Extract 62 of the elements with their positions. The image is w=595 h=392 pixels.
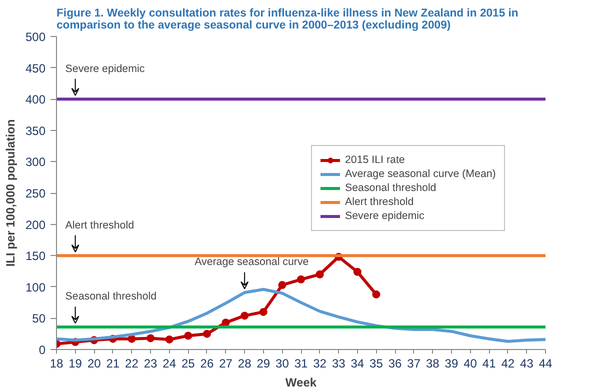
point bbox=[278, 281, 286, 290]
legend-label: Seasonal threshold bbox=[345, 182, 436, 194]
legend-label: Average seasonal curve (Mean) bbox=[345, 168, 496, 180]
y-tick-label: 400 bbox=[25, 92, 46, 107]
x-tick-label: 43 bbox=[520, 356, 534, 370]
x-tick-label: 41 bbox=[482, 356, 496, 370]
y-tick-label: 250 bbox=[25, 186, 46, 200]
x-tick-label: 37 bbox=[407, 356, 421, 370]
point bbox=[165, 335, 174, 344]
y-tick-label: 50 bbox=[32, 312, 46, 326]
chart-title: Figure 1. Weekly consultation rates for influenza-like illness in New Zealand in 2015 in comparison to the average seasonal curve in 2000–2013 (excluding 2009) bbox=[56, 8, 518, 32]
annotation: Seasonal threshold bbox=[65, 290, 157, 303]
point bbox=[240, 312, 249, 320]
y-tick-label: 0 bbox=[38, 343, 46, 357]
x-tick-label: 29 bbox=[256, 356, 270, 370]
x-tick-label: 44 bbox=[538, 356, 552, 370]
legend-label: Alert threshold bbox=[345, 196, 414, 208]
y-tick-label: 150 bbox=[25, 249, 46, 264]
x-tick-label: 31 bbox=[294, 356, 308, 370]
point bbox=[372, 290, 380, 298]
point bbox=[259, 308, 268, 316]
point bbox=[353, 268, 362, 276]
x-tick-label: 32 bbox=[313, 356, 327, 370]
x-tick-label: 40 bbox=[464, 356, 478, 370]
x-tick-label: 34 bbox=[350, 356, 364, 370]
x-tick-label: 22 bbox=[125, 356, 139, 370]
x-tick-label: 19 bbox=[68, 356, 82, 370]
x-tick-label: 23 bbox=[144, 356, 158, 370]
legend-label: 2015 ILI rate bbox=[345, 154, 405, 166]
x-tick-label: 39 bbox=[444, 356, 458, 370]
y-tick-label: 300 bbox=[25, 155, 46, 170]
x-tick-label: 25 bbox=[181, 356, 196, 370]
x-tick-label: 27 bbox=[219, 356, 233, 370]
x-tick-label: 33 bbox=[332, 356, 346, 370]
y-tick-label: 450 bbox=[25, 61, 46, 76]
x-tick-label: 21 bbox=[106, 356, 120, 370]
x-tick-label: 35 bbox=[370, 356, 384, 370]
x-tick-label: 36 bbox=[388, 356, 402, 370]
x-tick-label: 26 bbox=[200, 356, 214, 370]
point bbox=[316, 270, 324, 278]
y-tick-label: 100 bbox=[25, 280, 46, 294]
x-tick-label: 24 bbox=[162, 356, 176, 370]
x-axis-title: Week bbox=[285, 376, 317, 390]
y-tick-label: 350 bbox=[25, 124, 46, 138]
x-tick-label: 20 bbox=[87, 356, 102, 370]
y-tick-label: 200 bbox=[25, 218, 46, 232]
legend-label: Severe epidemic bbox=[345, 210, 424, 222]
point bbox=[146, 334, 155, 342]
annotation: Severe epidemic bbox=[65, 62, 146, 75]
x-tick-label: 30 bbox=[276, 356, 290, 370]
annotation: Alert threshold bbox=[65, 219, 134, 232]
point bbox=[184, 332, 192, 340]
point bbox=[202, 330, 211, 338]
y-tick-label: 500 bbox=[25, 30, 46, 44]
point bbox=[128, 334, 136, 343]
annotation: Average seasonal curve bbox=[194, 256, 309, 268]
x-tick-label: 28 bbox=[238, 356, 252, 370]
x-tick-label: 38 bbox=[426, 356, 440, 370]
x-tick-label: 18 bbox=[50, 356, 64, 370]
point bbox=[297, 275, 305, 284]
x-tick-label: 42 bbox=[501, 356, 515, 370]
y-axis-title: ILI per 100,000 population bbox=[3, 119, 18, 267]
